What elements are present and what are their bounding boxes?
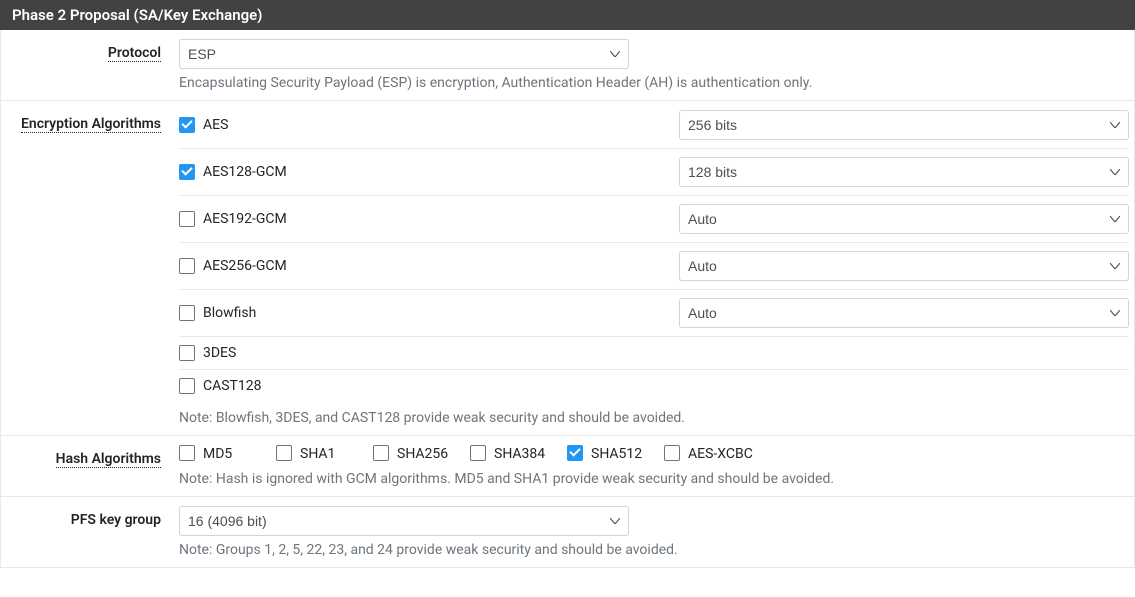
encryption-algo-row: AES128-GCM 128 bits <box>179 149 1129 196</box>
encryption-chk-wrap: 3DES <box>179 345 679 361</box>
hash-checkbox-label: AES-XCBC <box>688 445 753 463</box>
protocol-select[interactable]: ESP <box>179 39 629 69</box>
encryption-checkbox-label[interactable]: 3DES <box>203 345 236 361</box>
row-pfs: PFS key group 16 (4096 bit) Note: Groups… <box>1 497 1134 567</box>
hash-label: Hash Algorithms <box>1 445 179 467</box>
encryption-checkbox-aes256-gcm[interactable] <box>179 258 195 274</box>
hash-checkbox-sha256[interactable] <box>373 445 389 461</box>
row-protocol: Protocol ESP Encapsulating Security Payl… <box>1 30 1134 101</box>
encryption-chk-wrap: AES <box>179 117 679 133</box>
encryption-checkbox-label[interactable]: CAST128 <box>203 378 262 394</box>
encryption-algo-row: AES 256 bits <box>179 110 1129 149</box>
encryption-checkbox-label[interactable]: AES192-GCM <box>203 211 287 227</box>
hash-checkbox-label: SHA256 <box>397 445 448 463</box>
encryption-checkbox-label[interactable]: AES128-GCM <box>203 164 287 180</box>
pfs-label: PFS key group <box>1 506 179 528</box>
hash-option-md5[interactable]: MD5 <box>179 445 276 463</box>
pfs-note: Note: Groups 1, 2, 5, 22, 23, and 24 pro… <box>179 542 1124 558</box>
encryption-bits-select-aes128-gcm[interactable]: 128 bits <box>679 157 1129 187</box>
encryption-checkbox-label[interactable]: AES256-GCM <box>203 258 287 274</box>
hash-checkbox-label: SHA384 <box>494 445 545 463</box>
protocol-label: Protocol <box>1 39 179 61</box>
row-encryption: Encryption Algorithms AES 256 bits AES128-… <box>1 101 1134 436</box>
encryption-bits-select-blowfish[interactable]: Auto <box>679 298 1129 328</box>
encryption-checkbox-cast128[interactable] <box>179 378 195 394</box>
encryption-bits-select-aes[interactable]: 256 bits <box>679 110 1129 140</box>
hash-options: MD5 SHA1 SHA256 SHA384 SHA512 AES-XCBC <box>179 445 1124 463</box>
hash-option-sha1[interactable]: SHA1 <box>276 445 373 463</box>
encryption-chk-wrap: CAST128 <box>179 378 679 394</box>
encryption-algo-row: CAST128 <box>179 370 1129 402</box>
encryption-checkbox-label[interactable]: Blowfish <box>203 305 256 321</box>
hash-checkbox-label: MD5 <box>203 445 232 463</box>
encryption-label: Encryption Algorithms <box>1 110 179 132</box>
encryption-algo-row: AES192-GCM Auto <box>179 196 1129 243</box>
hash-content: MD5 SHA1 SHA256 SHA384 SHA512 AES-XCBC Note: … <box>179 445 1134 487</box>
panel-title: Phase 2 Proposal (SA/Key Exchange) <box>12 6 262 24</box>
encryption-checkbox-aes192-gcm[interactable] <box>179 211 195 227</box>
encryption-algo-row: 3DES <box>179 337 1129 370</box>
encryption-bits-wrap: Auto <box>679 204 1129 234</box>
encryption-bits-wrap: Auto <box>679 251 1129 281</box>
protocol-content: ESP Encapsulating Security Payload (ESP)… <box>179 39 1134 91</box>
hash-option-sha512[interactable]: SHA512 <box>567 445 664 463</box>
pfs-select[interactable]: 16 (4096 bit) <box>179 506 629 536</box>
hash-option-sha384[interactable]: SHA384 <box>470 445 567 463</box>
encryption-chk-wrap: Blowfish <box>179 305 679 321</box>
encryption-bits-select-aes192-gcm[interactable]: Auto <box>679 204 1129 234</box>
row-hash: Hash Algorithms MD5 SHA1 SHA256 SHA384 SHA51… <box>1 436 1134 497</box>
encryption-checkbox-aes128-gcm[interactable] <box>179 164 195 180</box>
encryption-algo-row: AES256-GCM Auto <box>179 243 1129 290</box>
encryption-bits-wrap: 256 bits <box>679 110 1129 140</box>
encryption-chk-wrap: AES256-GCM <box>179 258 679 274</box>
hash-checkbox-sha512[interactable] <box>567 445 583 461</box>
encryption-chk-wrap: AES128-GCM <box>179 164 679 180</box>
hash-note: Note: Hash is ignored with GCM algorithm… <box>179 471 1124 487</box>
hash-option-sha256[interactable]: SHA256 <box>373 445 470 463</box>
form-container: Protocol ESP Encapsulating Security Payl… <box>0 30 1135 568</box>
encryption-algo-row: Blowfish Auto <box>179 290 1129 337</box>
encryption-checkbox-blowfish[interactable] <box>179 305 195 321</box>
hash-option-aes-xcbc[interactable]: AES-XCBC <box>664 445 761 463</box>
encryption-bits-wrap: Auto <box>679 298 1129 328</box>
panel-header: Phase 2 Proposal (SA/Key Exchange) <box>0 0 1135 30</box>
protocol-help: Encapsulating Security Payload (ESP) is … <box>179 75 1124 91</box>
encryption-checkbox-label[interactable]: AES <box>203 117 228 133</box>
encryption-bits-wrap: 128 bits <box>679 157 1129 187</box>
hash-checkbox-sha1[interactable] <box>276 445 292 461</box>
hash-checkbox-md5[interactable] <box>179 445 195 461</box>
hash-checkbox-label: SHA1 <box>300 445 335 463</box>
encryption-checkbox-aes[interactable] <box>179 117 195 133</box>
encryption-content: AES256 bitsAES128-GCM128 bitsAES192-GCMA… <box>179 110 1135 426</box>
hash-checkbox-aes-xcbc[interactable] <box>664 445 680 461</box>
hash-checkbox-label: SHA512 <box>591 445 642 463</box>
pfs-content: 16 (4096 bit) Note: Groups 1, 2, 5, 22, … <box>179 506 1134 558</box>
encryption-note: Note: Blowfish, 3DES, and CAST128 provid… <box>179 410 1129 426</box>
encryption-checkbox-3des[interactable] <box>179 345 195 361</box>
encryption-chk-wrap: AES192-GCM <box>179 211 679 227</box>
hash-checkbox-sha384[interactable] <box>470 445 486 461</box>
encryption-bits-select-aes256-gcm[interactable]: Auto <box>679 251 1129 281</box>
